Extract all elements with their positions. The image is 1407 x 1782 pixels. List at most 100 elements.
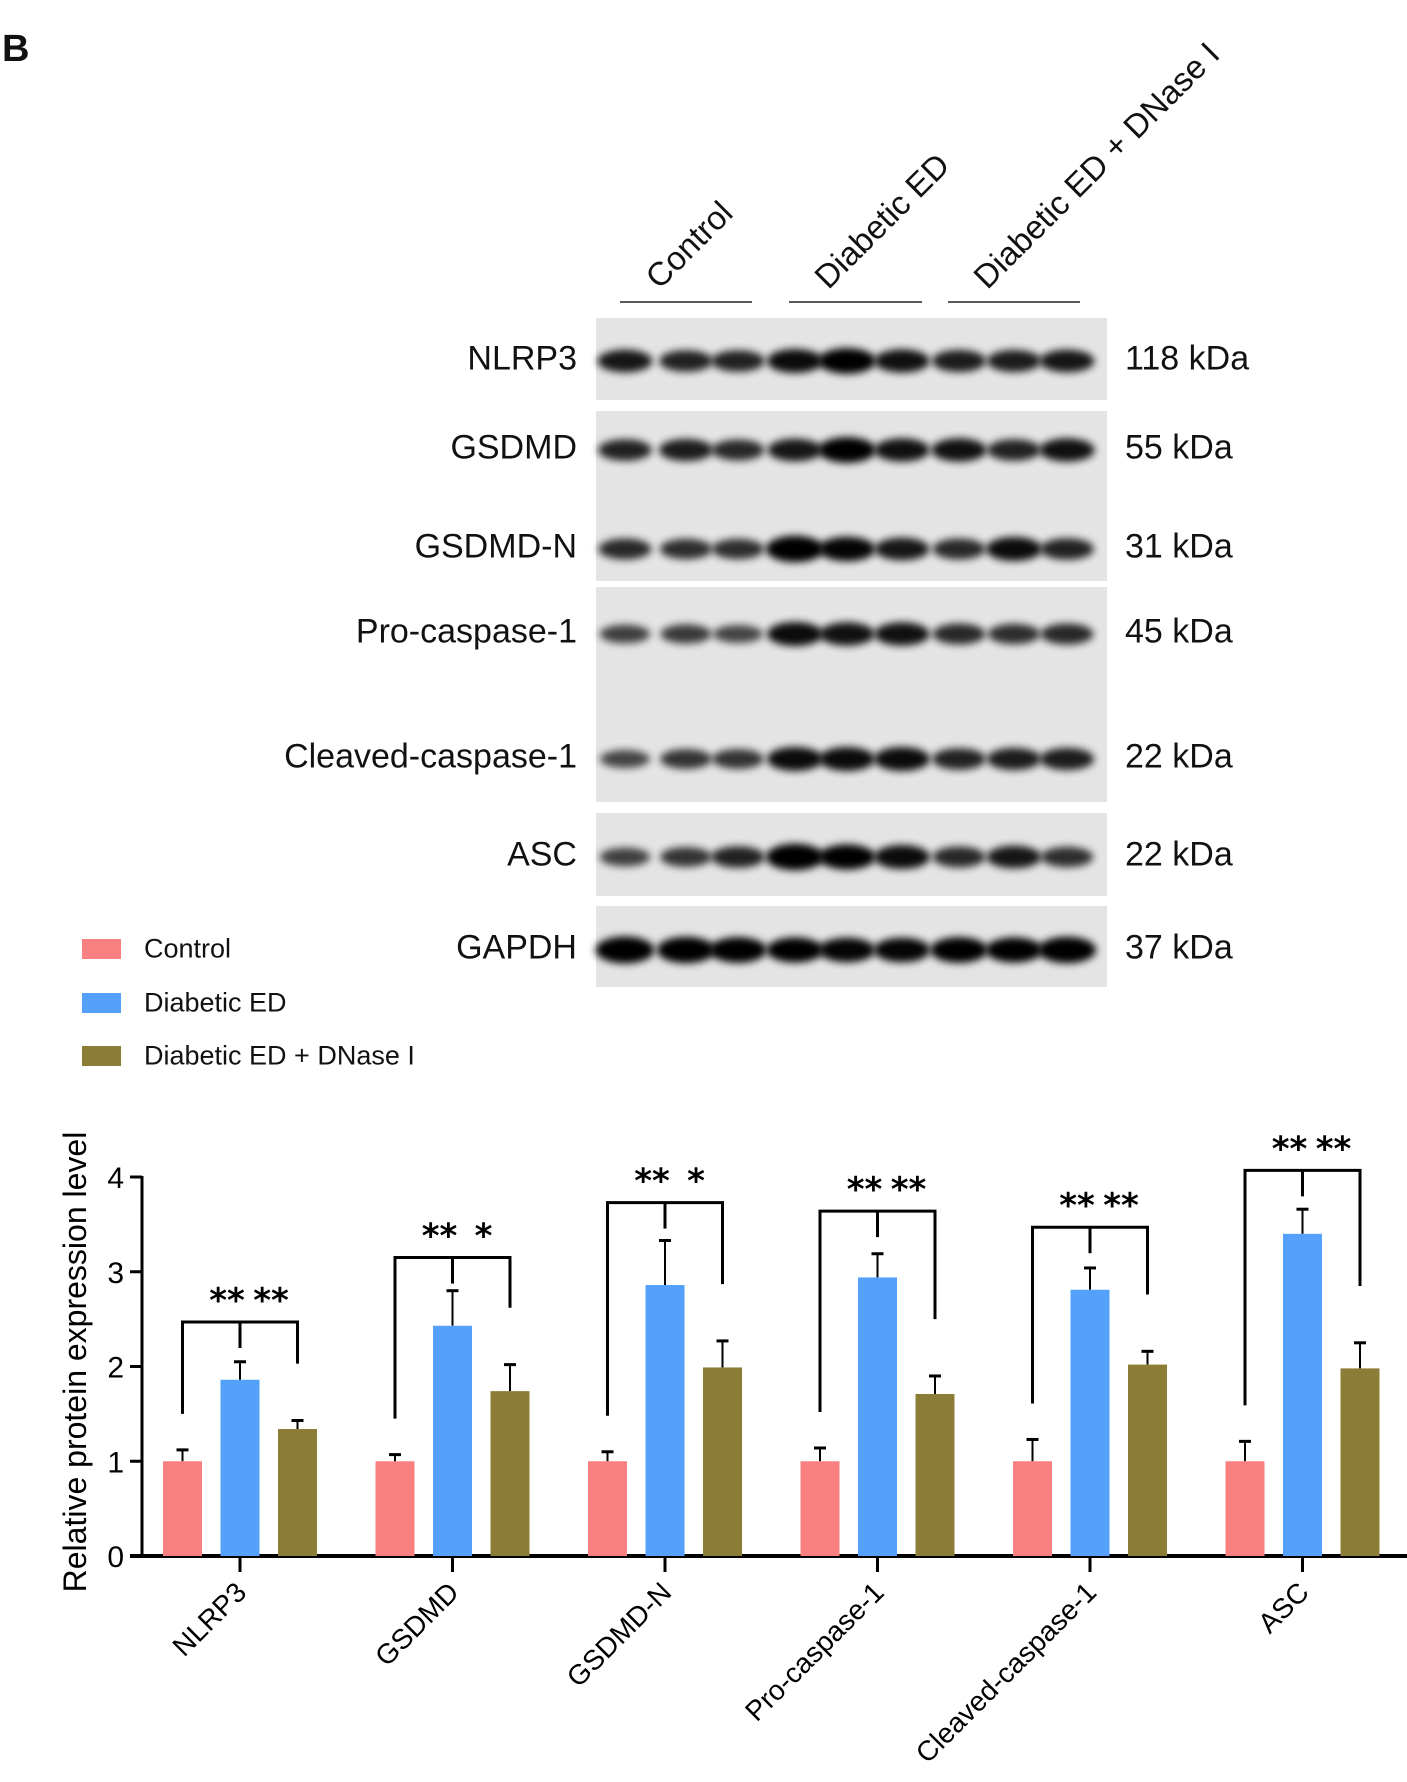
protein-label: Pro-caspase-1 (355, 612, 577, 651)
bar (703, 1367, 742, 1556)
significance-marker: ** (1103, 1186, 1139, 1226)
protein-band (874, 747, 930, 771)
protein-band (986, 537, 1042, 561)
bar (490, 1391, 530, 1556)
bar (375, 1461, 415, 1556)
protein-band (1039, 747, 1095, 771)
bar (1340, 1368, 1380, 1556)
legend-label: Control (144, 933, 232, 964)
bar (1013, 1461, 1052, 1556)
x-tick-label: Cleaved-caspase-1 (910, 1576, 1103, 1769)
significance-marker: * (475, 1217, 493, 1257)
y-axis-label: Relative protein expression level (57, 1132, 93, 1593)
protein-band (598, 439, 652, 461)
protein-band (660, 624, 712, 644)
x-tick-label: GSDMD-N (561, 1576, 678, 1693)
protein-label: Cleaved-caspase-1 (284, 737, 577, 776)
protein-band (932, 623, 986, 645)
protein-band (711, 538, 765, 560)
protein-band (1037, 936, 1097, 964)
x-tick-label: Pro-caspase-1 (739, 1576, 890, 1727)
protein-label: GSDMD-N (414, 527, 577, 566)
protein-label: GAPDH (456, 928, 577, 967)
significance-marker: ** (847, 1170, 883, 1210)
molecular-weight-label: 37 kDa (1125, 928, 1233, 967)
protein-band (818, 536, 876, 562)
protein-band (931, 438, 987, 462)
protein-band (595, 936, 655, 964)
significance-marker: ** (209, 1281, 245, 1321)
protein-band (932, 846, 986, 868)
significance-marker: ** (1272, 1129, 1308, 1169)
panel-label: B (2, 28, 30, 70)
protein-band (986, 845, 1042, 869)
significance-marker: ** (1059, 1186, 1095, 1226)
protein-band (711, 439, 765, 461)
protein-band (987, 439, 1041, 461)
significance-marker: ** (1316, 1129, 1352, 1169)
significance-bracket (606, 1201, 724, 1416)
protein-band (874, 845, 930, 869)
legend-label: Diabetic ED (144, 987, 287, 1018)
protein-band (765, 535, 825, 563)
protein-band (873, 937, 931, 963)
bar (1225, 1461, 1265, 1556)
molecular-weight-label: 22 kDa (1125, 835, 1233, 874)
significance-marker: * (687, 1162, 705, 1202)
protein-band (658, 438, 714, 462)
protein-band (819, 747, 875, 771)
x-tick-label: ASC (1252, 1576, 1315, 1639)
molecular-weight-label: 22 kDa (1125, 737, 1233, 776)
protein-band (711, 846, 765, 868)
protein-label: NLRP3 (467, 339, 577, 378)
protein-band (818, 437, 876, 463)
significance-marker: ** (253, 1281, 289, 1321)
protein-band (713, 625, 763, 643)
legend-swatch (82, 1046, 121, 1066)
protein-band (711, 350, 765, 372)
protein-band (599, 624, 651, 644)
protein-band (600, 750, 650, 768)
protein-band (986, 349, 1042, 373)
molecular-weight-label: 55 kDa (1125, 428, 1233, 467)
bar (800, 1461, 840, 1556)
protein-band (987, 623, 1041, 645)
molecular-weight-label: 31 kDa (1125, 527, 1233, 566)
protein-band (656, 936, 716, 964)
bar (645, 1285, 685, 1556)
protein-band (712, 749, 764, 769)
protein-label: GSDMD (450, 428, 577, 467)
legend-label: Diabetic ED + DNase I (144, 1040, 415, 1071)
y-tick-label: 0 (107, 1541, 124, 1574)
bar (1128, 1364, 1167, 1556)
protein-band (986, 747, 1042, 771)
protein-band (766, 937, 824, 963)
protein-band (931, 349, 987, 373)
protein-band (818, 937, 876, 963)
x-tick-label: GSDMD (369, 1576, 465, 1672)
protein-band (1040, 538, 1094, 560)
y-tick-label: 2 (107, 1352, 124, 1385)
protein-band (1039, 349, 1095, 373)
protein-band (660, 749, 712, 769)
y-tick-label: 1 (107, 1446, 124, 1479)
protein-band (818, 844, 876, 870)
protein-band (659, 350, 713, 372)
protein-band (597, 349, 653, 373)
protein-band (819, 622, 875, 646)
x-tick-label: NLRP3 (166, 1576, 252, 1662)
protein-band (767, 349, 823, 373)
protein-band (874, 349, 930, 373)
significance-marker: ** (891, 1170, 927, 1210)
bar (915, 1393, 955, 1556)
protein-label: ASC (507, 835, 577, 874)
y-tick-label: 3 (107, 1257, 124, 1290)
bar (858, 1277, 897, 1556)
y-tick-label: 4 (107, 1162, 124, 1195)
significance-marker: ** (634, 1162, 670, 1202)
protein-band (767, 622, 823, 646)
protein-band (767, 438, 823, 462)
bar (588, 1461, 627, 1556)
bar (1283, 1233, 1322, 1556)
